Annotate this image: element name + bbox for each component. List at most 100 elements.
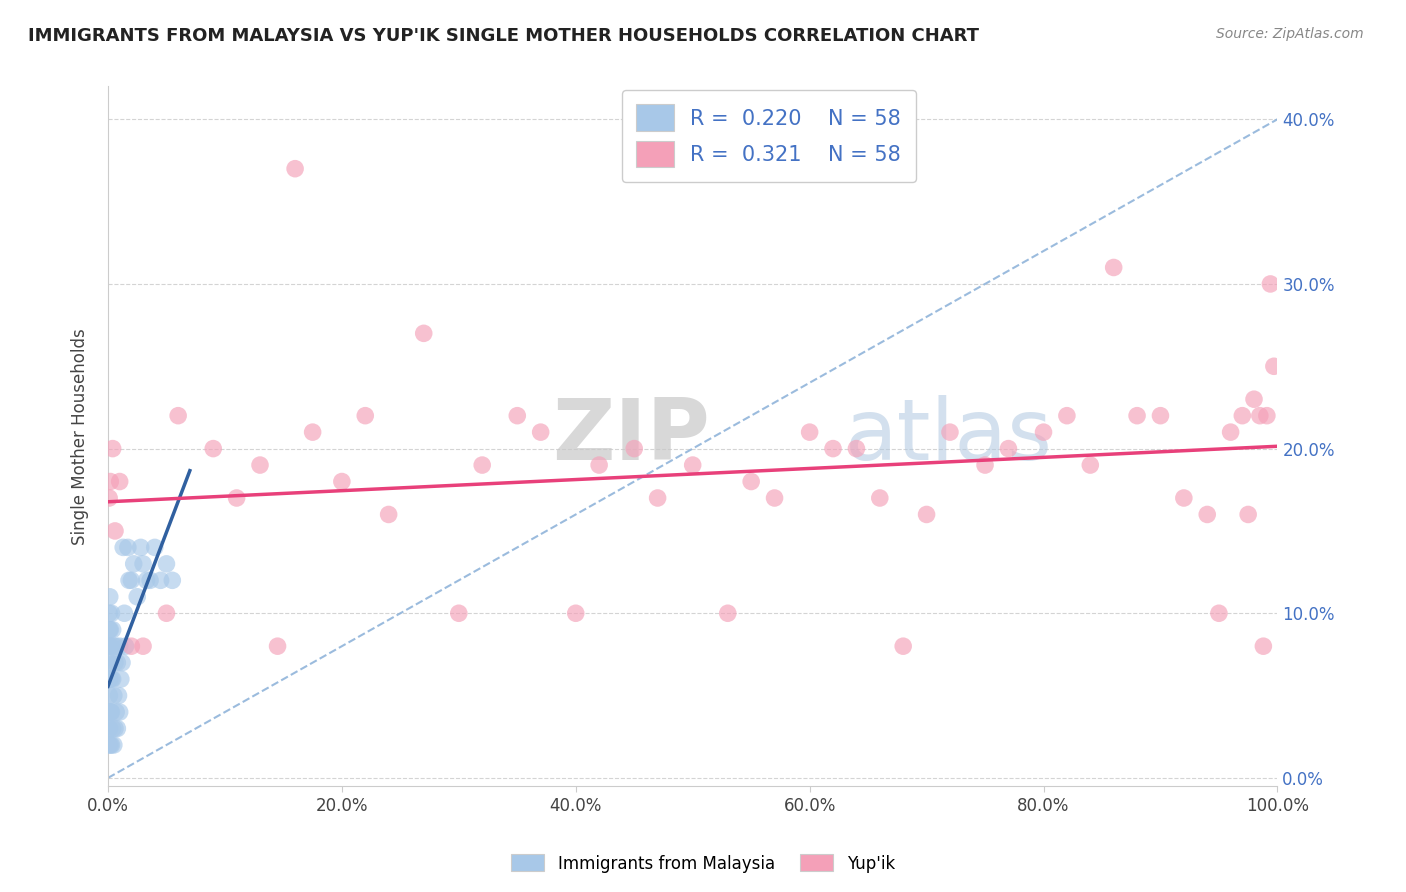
Point (127, 590, 149, 604)
Point (98, 623, 121, 637)
Point (98, 722, 121, 736)
Point (97, 722, 120, 736)
Text: Source: ZipAtlas.com: Source: ZipAtlas.com (1216, 27, 1364, 41)
Point (225, 491, 247, 505)
Point (98, 491, 121, 505)
Point (1102, 260, 1125, 275)
Point (799, 425, 821, 439)
Point (167, 409, 190, 423)
Legend: Immigrants from Malaysia, Yup'ik: Immigrants from Malaysia, Yup'ik (505, 847, 901, 880)
Point (104, 656, 127, 670)
Text: atlas: atlas (845, 395, 1053, 478)
Point (647, 491, 669, 505)
Point (1243, 392, 1265, 407)
Point (98, 656, 121, 670)
Point (1260, 277, 1282, 291)
Point (98, 705, 121, 719)
Point (105, 722, 128, 736)
Point (412, 326, 434, 341)
Point (132, 639, 155, 653)
Point (1253, 639, 1275, 653)
Point (108, 639, 131, 653)
Point (108, 475, 131, 489)
Y-axis label: Single Mother Households: Single Mother Households (72, 328, 89, 545)
Point (845, 442, 868, 456)
Point (1197, 508, 1219, 522)
Point (100, 672, 122, 686)
Point (107, 689, 129, 703)
Point (1208, 607, 1230, 621)
Point (821, 442, 844, 456)
Text: ZIP: ZIP (553, 395, 710, 478)
Point (100, 738, 122, 752)
Point (98, 623, 121, 637)
Point (939, 425, 962, 439)
Point (1149, 409, 1171, 423)
Point (103, 738, 125, 752)
Point (98, 672, 121, 686)
Point (682, 458, 704, 472)
Point (112, 607, 135, 621)
Point (1173, 491, 1195, 505)
Point (530, 425, 553, 439)
Point (143, 541, 166, 555)
Point (97, 705, 120, 719)
Point (135, 574, 157, 588)
Point (101, 623, 124, 637)
Point (100, 639, 122, 653)
Point (1263, 359, 1285, 374)
Point (588, 458, 610, 472)
Point (103, 689, 125, 703)
Point (110, 672, 132, 686)
Point (100, 705, 122, 719)
Point (915, 508, 938, 522)
Point (105, 705, 128, 719)
Point (104, 524, 127, 538)
Point (120, 639, 142, 653)
Point (97, 656, 120, 670)
Point (112, 541, 135, 555)
Point (1249, 409, 1271, 423)
Point (284, 161, 307, 176)
Point (869, 491, 891, 505)
Point (98, 590, 121, 604)
Point (108, 705, 131, 719)
Point (1219, 425, 1241, 439)
Point (98, 738, 121, 752)
Point (155, 607, 177, 621)
Point (1032, 425, 1054, 439)
Point (98, 672, 121, 686)
Point (506, 409, 529, 423)
Point (717, 607, 740, 621)
Point (202, 442, 225, 456)
Point (1056, 409, 1078, 423)
Point (97, 639, 120, 653)
Point (101, 442, 124, 456)
Point (1237, 508, 1260, 522)
Point (763, 491, 786, 505)
Point (249, 458, 271, 472)
Legend: R =  0.220    N = 58, R =  0.321    N = 58: R = 0.220 N = 58, R = 0.321 N = 58 (621, 90, 915, 182)
Point (1126, 409, 1149, 423)
Point (139, 574, 162, 588)
Point (155, 557, 177, 571)
Point (98, 639, 121, 653)
Point (101, 722, 124, 736)
Point (301, 425, 323, 439)
Point (118, 574, 141, 588)
Point (103, 639, 125, 653)
Point (120, 574, 142, 588)
Point (98, 705, 121, 719)
Point (162, 574, 184, 588)
Point (105, 639, 128, 653)
Point (132, 557, 155, 571)
Text: IMMIGRANTS FROM MALAYSIA VS YUP'IK SINGLE MOTHER HOUSEHOLDS CORRELATION CHART: IMMIGRANTS FROM MALAYSIA VS YUP'IK SINGL… (28, 27, 979, 45)
Point (129, 541, 152, 555)
Point (111, 656, 134, 670)
Point (104, 722, 127, 736)
Point (266, 639, 288, 653)
Point (740, 475, 762, 489)
Point (97, 672, 120, 686)
Point (122, 557, 145, 571)
Point (354, 409, 377, 423)
